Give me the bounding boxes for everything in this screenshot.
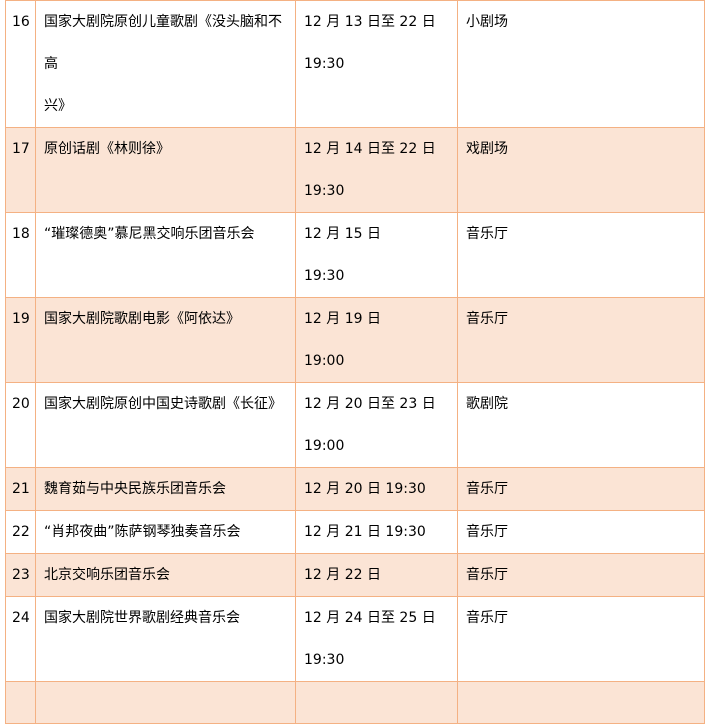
title-line: “璀璨德奥”慕尼黑交响乐团音乐会 bbox=[44, 226, 255, 242]
table-row: 22 “肖邦夜曲”陈萨钢琴独奏音乐会 12 月 21 日 19:30 音乐厅 bbox=[5, 510, 705, 554]
performance-date: 12 月 19 日 19:00 bbox=[295, 297, 458, 383]
title-line: 国家大剧院原创儿童歌剧《没头脑和不高 bbox=[44, 14, 282, 72]
row-number: 17 bbox=[5, 127, 36, 213]
table-row-partial bbox=[5, 681, 705, 724]
date-text: 12 月 15 日 bbox=[304, 226, 381, 242]
performance-date: 12 月 24 日至 25 日 19:30 bbox=[295, 596, 458, 682]
date-text: 12 月 19 日 bbox=[304, 311, 381, 327]
venue: 小剧场 bbox=[457, 0, 705, 128]
performance-title: 国家大剧院原创中国史诗歌剧《长征》 bbox=[35, 382, 296, 468]
performance-date: 12 月 20 日 19:30 bbox=[295, 467, 458, 511]
table-row: 20 国家大剧院原创中国史诗歌剧《长征》 12 月 20 日至 23 日 19:00 歌… bbox=[5, 382, 705, 468]
title-line-2: 兴》 bbox=[44, 98, 72, 114]
date-text: 12 月 20 日 19:30 bbox=[304, 481, 426, 497]
date-text: 12 月 20 日至 23 日 bbox=[304, 396, 436, 412]
row-number: 21 bbox=[5, 467, 36, 511]
time-text: 19:30 bbox=[304, 183, 345, 199]
venue: 音乐厅 bbox=[457, 467, 705, 511]
venue: 戏剧场 bbox=[457, 127, 705, 213]
table-row: 24 国家大剧院世界歌剧经典音乐会 12 月 24 日至 25 日 19:30 音乐厅 bbox=[5, 596, 705, 682]
venue: 音乐厅 bbox=[457, 596, 705, 682]
time-text: 19:30 bbox=[304, 56, 345, 72]
venue: 音乐厅 bbox=[457, 297, 705, 383]
performance-date: 12 月 21 日 19:30 bbox=[295, 510, 458, 554]
time-text: 19:00 bbox=[304, 438, 345, 454]
title-line: 国家大剧院歌剧电影《阿依达》 bbox=[44, 311, 240, 327]
performance-title: 北京交响乐团音乐会 bbox=[35, 553, 296, 597]
row-number: 22 bbox=[5, 510, 36, 554]
table-row: 19 国家大剧院歌剧电影《阿依达》 12 月 19 日 19:00 音乐厅 bbox=[5, 297, 705, 383]
row-number: 20 bbox=[5, 382, 36, 468]
title-line: 国家大剧院原创中国史诗歌剧《长征》 bbox=[44, 396, 282, 412]
time-text: 19:00 bbox=[304, 353, 345, 369]
venue: 歌剧院 bbox=[457, 382, 705, 468]
performance-title: “肖邦夜曲”陈萨钢琴独奏音乐会 bbox=[35, 510, 296, 554]
row-number: 23 bbox=[5, 553, 36, 597]
venue: 音乐厅 bbox=[457, 510, 705, 554]
performance-title: 国家大剧院歌剧电影《阿依达》 bbox=[35, 297, 296, 383]
date-text: 12 月 22 日 bbox=[304, 567, 381, 583]
performance-title: 原创话剧《林则徐》 bbox=[35, 127, 296, 213]
title-line: “肖邦夜曲”陈萨钢琴独奏音乐会 bbox=[44, 524, 241, 540]
title-line: 国家大剧院世界歌剧经典音乐会 bbox=[44, 610, 240, 626]
table-row: 23 北京交响乐团音乐会 12 月 22 日 音乐厅 bbox=[5, 553, 705, 597]
performance-date: 12 月 22 日 bbox=[295, 553, 458, 597]
performance-title: 魏育茹与中央民族乐团音乐会 bbox=[35, 467, 296, 511]
performance-title: 国家大剧院世界歌剧经典音乐会 bbox=[35, 596, 296, 682]
venue: 音乐厅 bbox=[457, 212, 705, 298]
performance-title: 国家大剧院原创儿童歌剧《没头脑和不高兴》 bbox=[35, 0, 296, 128]
performance-date: 12 月 15 日 19:30 bbox=[295, 212, 458, 298]
table-row: 17 原创话剧《林则徐》 12 月 14 日至 22 日 19:30 戏剧场 bbox=[5, 127, 705, 213]
row-number: 19 bbox=[5, 297, 36, 383]
date-text: 12 月 24 日至 25 日 bbox=[304, 610, 436, 626]
table-row: 18 “璀璨德奥”慕尼黑交响乐团音乐会 12 月 15 日 19:30 音乐厅 bbox=[5, 212, 705, 298]
performance-date: 12 月 13 日至 22 日 19:30 bbox=[295, 0, 458, 128]
table-row: 21 魏育茹与中央民族乐团音乐会 12 月 20 日 19:30 音乐厅 bbox=[5, 467, 705, 511]
row-number: 16 bbox=[5, 0, 36, 128]
title-line: 魏育茹与中央民族乐团音乐会 bbox=[44, 481, 226, 497]
time-text: 19:30 bbox=[304, 652, 345, 668]
venue: 音乐厅 bbox=[457, 553, 705, 597]
performance-date: 12 月 14 日至 22 日 19:30 bbox=[295, 127, 458, 213]
table-row: 16 国家大剧院原创儿童歌剧《没头脑和不高兴》 12 月 13 日至 22 日 19:… bbox=[5, 0, 705, 128]
time-text: 19:30 bbox=[304, 268, 345, 284]
row-number: 24 bbox=[5, 596, 36, 682]
title-line: 北京交响乐团音乐会 bbox=[44, 567, 170, 583]
row-number: 18 bbox=[5, 212, 36, 298]
title-line: 原创话剧《林则徐》 bbox=[44, 141, 170, 157]
date-text: 12 月 21 日 19:30 bbox=[304, 524, 426, 540]
date-text: 12 月 13 日至 22 日 bbox=[304, 14, 436, 30]
performance-date: 12 月 20 日至 23 日 19:00 bbox=[295, 382, 458, 468]
performance-title: “璀璨德奥”慕尼黑交响乐团音乐会 bbox=[35, 212, 296, 298]
performance-schedule-table: 16 国家大剧院原创儿童歌剧《没头脑和不高兴》 12 月 13 日至 22 日 19:… bbox=[5, 0, 705, 724]
date-text: 12 月 14 日至 22 日 bbox=[304, 141, 436, 157]
